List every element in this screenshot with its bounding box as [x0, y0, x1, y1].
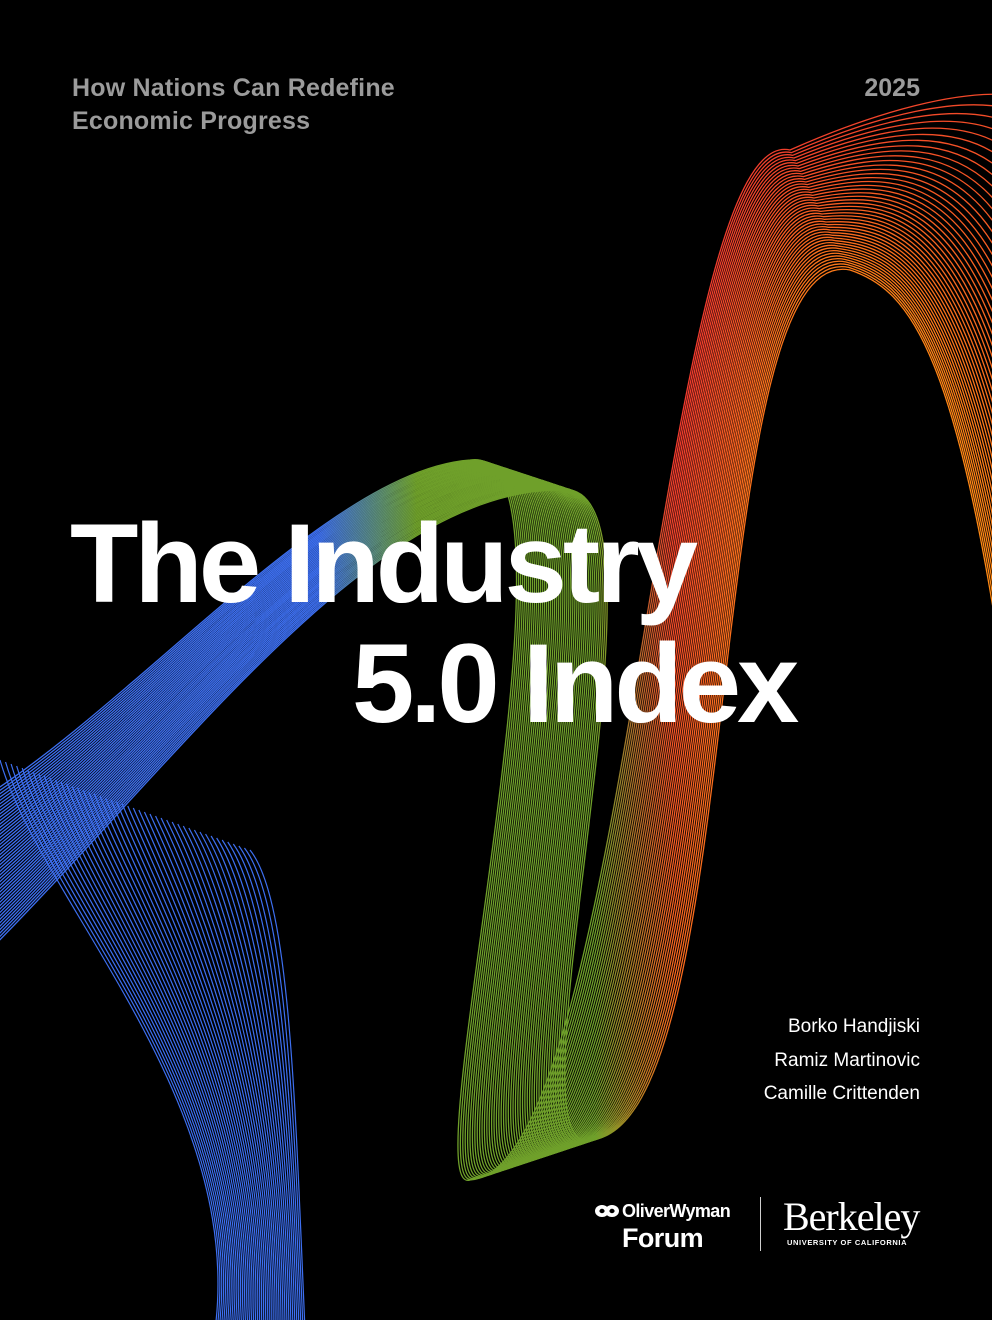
publication-year: 2025 — [864, 74, 920, 102]
ribbon-line — [0, 208, 992, 1161]
ribbon-strand — [93, 793, 251, 1320]
author-name: Ramiz Martinovic — [774, 1049, 920, 1071]
ribbon-line — [0, 180, 992, 1168]
ribbon-line — [0, 104, 992, 1180]
ribbon-strand — [127, 805, 263, 1320]
ribbon-line — [0, 120, 992, 1179]
ribbon-strand — [77, 787, 245, 1320]
ribbon-line — [0, 150, 992, 1174]
ribbon-line — [0, 93, 992, 1181]
subtitle-line-2: Economic Progress — [72, 107, 311, 135]
ribbon-line — [0, 223, 992, 1156]
ribbon-strand — [177, 823, 280, 1320]
author-name: Borko Handjiski — [788, 1016, 920, 1037]
ribbon-strand — [238, 845, 302, 1320]
ribbon-strand — [193, 829, 286, 1320]
ribbon-strand — [110, 799, 257, 1320]
ribbon-strand — [182, 825, 282, 1320]
author-list: Borko Handjiski Ramiz Martinovic Camille… — [764, 1010, 920, 1111]
author-name: Camille Crittenden — [763, 1083, 920, 1104]
ribbon-strand — [149, 813, 270, 1320]
title-line-1: The Industry — [70, 501, 698, 626]
ribbon-line — [0, 221, 992, 1157]
logo-divider — [760, 1197, 761, 1251]
ribbon-strand — [143, 811, 268, 1320]
ribbon-strand — [205, 833, 290, 1320]
ribbon-line — [0, 192, 992, 1165]
berkeley-wordmark: Berkeley — [783, 1194, 920, 1239]
ribbon-strand — [104, 797, 255, 1320]
ribbon-line — [0, 133, 992, 1177]
ribbon-line — [0, 212, 992, 1160]
ribbon-strand — [232, 843, 300, 1320]
ribbon-line — [0, 205, 992, 1162]
ribbon-line — [0, 177, 992, 1169]
ribbon-strand — [210, 835, 292, 1320]
ribbon-strand — [116, 801, 259, 1320]
ribbon-line — [0, 188, 992, 1166]
ribbon-line — [0, 168, 992, 1171]
subtitle-line-1: How Nations Can Redefine — [72, 74, 395, 102]
ribbon-strand — [216, 837, 294, 1320]
ribbon-strand — [82, 789, 247, 1320]
ribbon-strand — [243, 847, 304, 1320]
ribbon-strand — [88, 791, 249, 1320]
ribbon-strand — [155, 815, 272, 1320]
ribbon-strand — [166, 819, 276, 1320]
ribbon-line — [0, 155, 992, 1173]
ribbon-line — [0, 268, 992, 1141]
ribbon-line — [0, 164, 992, 1171]
ribbon-strand — [49, 777, 236, 1320]
forum-wordmark: Forum — [622, 1223, 704, 1253]
ribbon-strand — [188, 827, 284, 1320]
ribbon-strand — [43, 775, 234, 1320]
ribbon-strand — [138, 809, 267, 1320]
ribbon-strand — [199, 831, 288, 1320]
ribbon-strand — [66, 783, 242, 1320]
oliver-wyman-wordmark: OliverWyman — [622, 1201, 731, 1221]
ribbon-strand — [227, 841, 298, 1320]
cover-subtitle: How Nations Can Redefine Economic Progre… — [72, 72, 395, 138]
ribbon-strand — [160, 817, 274, 1320]
title-line-2: 5.0 Index — [352, 621, 799, 746]
partner-logos: OliverWyman Forum Berkeley UNIVERSITY OF… — [590, 1195, 930, 1255]
berkeley-subtitle: UNIVERSITY OF CALIFORNIA — [787, 1238, 908, 1247]
ribbon-line — [0, 145, 992, 1175]
ribbon-strand — [99, 795, 253, 1320]
ribbon-line — [0, 202, 992, 1163]
ribbon-strand — [171, 821, 278, 1320]
ribbon-line — [0, 195, 992, 1164]
ribbon-strand — [249, 849, 306, 1320]
ribbon-strand — [221, 839, 296, 1320]
oliver-wyman-mark-icon — [595, 1205, 619, 1217]
ribbon-line — [0, 172, 992, 1170]
ribbon-strand — [121, 803, 261, 1320]
ribbon-line — [0, 139, 992, 1176]
ribbon-line — [0, 226, 992, 1155]
ribbon-strand — [132, 807, 265, 1320]
ribbon-line — [0, 112, 992, 1179]
ribbon-line — [0, 159, 992, 1172]
ribbon-line — [0, 127, 992, 1178]
ribbon-line — [0, 184, 992, 1167]
ribbon-line — [0, 199, 992, 1163]
